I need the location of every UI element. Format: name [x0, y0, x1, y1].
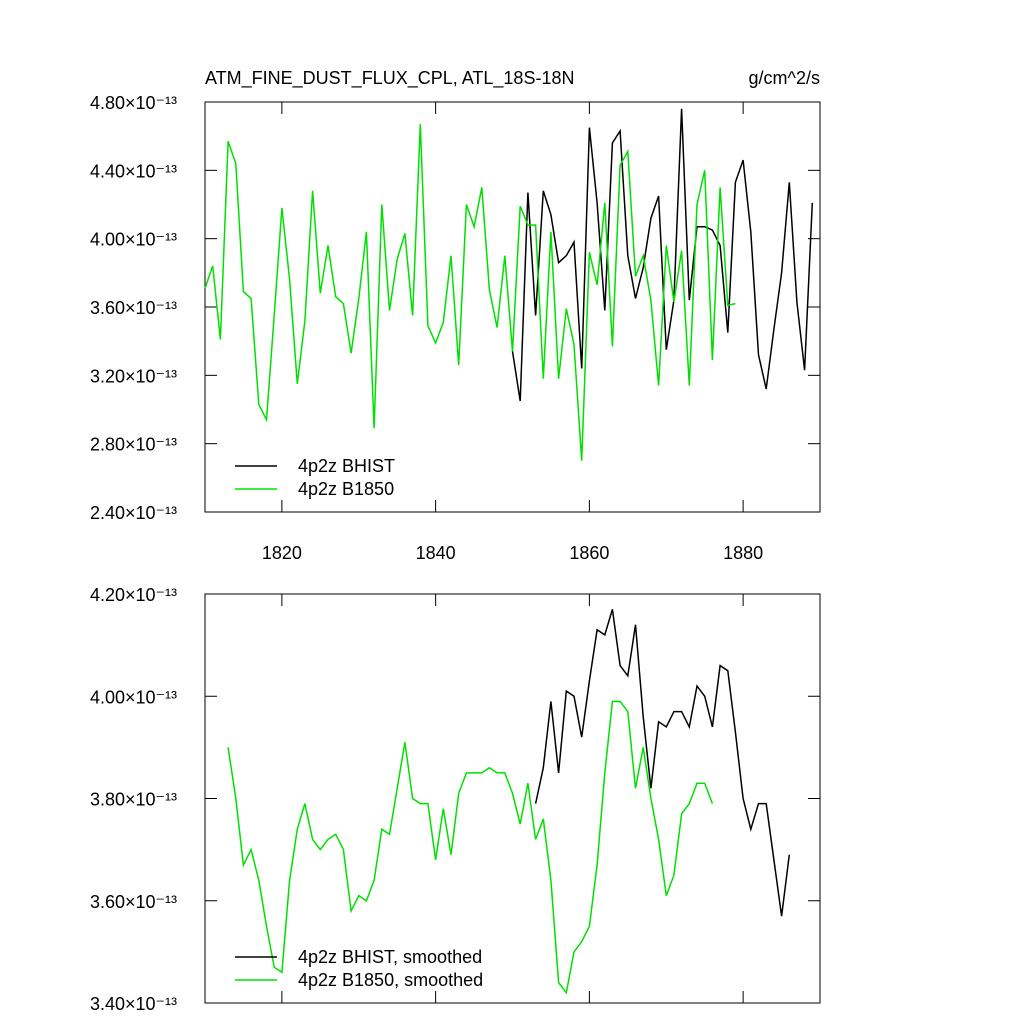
series-line [204, 124, 736, 461]
y-tick-label: 2.80×10⁻¹³ [90, 435, 177, 455]
x-tick-label: 1880 [723, 543, 763, 563]
series-line [534, 609, 791, 917]
legend-label: 4p2z BHIST [298, 456, 395, 476]
x-tick-label: 1820 [262, 543, 302, 563]
x-tick-label: 1860 [569, 543, 609, 563]
y-tick-label: 3.20×10⁻¹³ [90, 366, 177, 386]
series-line [511, 108, 814, 402]
y-tick-label: 4.80×10⁻¹³ [90, 93, 177, 113]
chart-title: ATM_FINE_DUST_FLUX_CPL, ATL_18S-18N [205, 68, 574, 89]
y-tick-label: 3.60×10⁻¹³ [90, 298, 177, 318]
y-tick-label: 4.00×10⁻¹³ [90, 687, 177, 707]
y-tick-label: 2.40×10⁻¹³ [90, 503, 177, 523]
legend-label: 4p2z BHIST, smoothed [298, 947, 482, 967]
plot-frame [204, 593, 821, 1004]
y-tick-label: 4.00×10⁻¹³ [90, 230, 177, 250]
legend-label: 4p2z B1850 [298, 479, 394, 499]
y-tick-label: 3.80×10⁻¹³ [90, 790, 177, 810]
y-tick-label: 3.40×10⁻¹³ [90, 994, 177, 1014]
legend-label: 4p2z B1850, smoothed [298, 970, 483, 990]
plot-frame [204, 101, 821, 513]
y-tick-label: 3.60×10⁻¹³ [90, 892, 177, 912]
units-label: g/cm^2/s [749, 68, 820, 88]
y-tick-label: 4.20×10⁻¹³ [90, 585, 177, 605]
y-tick-label: 4.40×10⁻¹³ [90, 161, 177, 181]
series-line [227, 700, 714, 995]
x-tick-label: 1840 [416, 543, 456, 563]
